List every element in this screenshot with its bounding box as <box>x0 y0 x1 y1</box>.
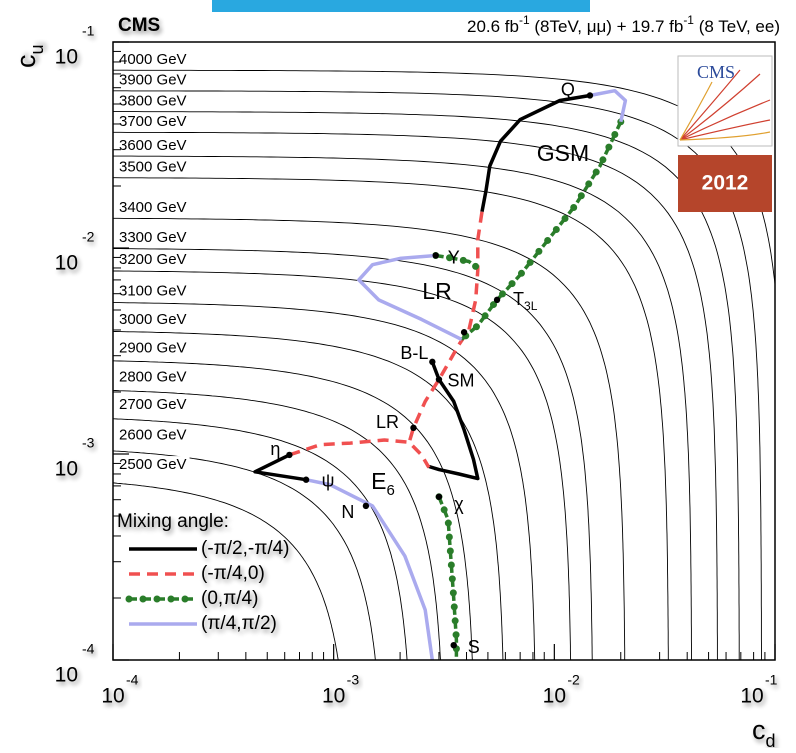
contour-label: 3700 GeV <box>119 113 187 130</box>
x-tick-label: 10 <box>322 685 345 708</box>
lumi-part: (8 TeV, ee) <box>694 17 780 36</box>
contour-label: 2600 GeV <box>119 426 187 443</box>
x-tick-exponent: -4 <box>126 672 139 688</box>
contour-label: 2700 GeV <box>119 396 187 413</box>
model-label: χ <box>454 494 464 514</box>
y-axis-title-main: c <box>11 55 41 69</box>
annotation: GSM <box>537 140 589 166</box>
x-tick-label: 10 <box>543 685 566 708</box>
y-tick-label: 10 <box>55 458 78 481</box>
model-label-main: N <box>341 502 354 522</box>
contour-labels: 4000 GeV 3900 GeV 3800 GeV 3700 GeV 3600 GeV… <box>116 51 190 474</box>
model-label: N <box>341 502 354 522</box>
model-point <box>429 359 435 365</box>
y-tick-label: 10 <box>55 252 78 275</box>
model-point <box>461 329 467 335</box>
chart: 4000 GeV 3900 GeV 3800 GeV 3700 GeV 3600 GeV… <box>0 0 796 748</box>
contour-label: 3500 GeV <box>119 158 187 175</box>
model-point <box>363 503 369 509</box>
contour-label: 4000 GeV <box>119 51 187 68</box>
contour-label: 2500 GeV <box>119 456 187 473</box>
legend-label: (-π/2,-π/4) <box>201 538 290 559</box>
lumi-part: (8TeV, μμ) + 19.7 fb <box>530 17 684 36</box>
model-label-main: Q <box>561 79 575 99</box>
y-tick-exponent: -3 <box>82 435 95 451</box>
model-point <box>436 494 442 500</box>
x-axis-title-main: c <box>752 715 766 745</box>
model-label: LR <box>376 412 399 432</box>
model-label-sub: 3L <box>524 299 538 313</box>
lumi-exponent: -1 <box>683 13 694 27</box>
annotation-sub: 6 <box>387 482 395 499</box>
contour-label: 3600 GeV <box>119 137 187 154</box>
model-label: Q <box>561 79 575 99</box>
model-label-main: SM <box>447 370 474 390</box>
model-point <box>433 252 439 258</box>
lumi-part: 20.6 fb <box>467 17 519 36</box>
top-bar <box>212 0 590 12</box>
logo-text: CMS <box>697 62 735 82</box>
lumi-exponent: -1 <box>519 13 530 27</box>
x-tick-exponent: -2 <box>567 672 580 688</box>
model-label-main: T <box>513 289 524 309</box>
contour-label: 3900 GeV <box>119 72 187 89</box>
model-point <box>410 425 416 431</box>
model-label-main: χ <box>454 494 464 514</box>
model-label-main: LR <box>376 412 399 432</box>
page: 4000 GeV 3900 GeV 3800 GeV 3700 GeV 3600 GeV… <box>0 0 796 748</box>
annotation-main: LR <box>422 278 451 304</box>
model-label-main: Y <box>448 247 460 267</box>
model-label: η <box>270 439 280 459</box>
model-label-main: ψ <box>322 470 335 490</box>
x-tick-label: 10 <box>740 685 763 708</box>
model-label: S <box>468 637 480 657</box>
model-label-main: S <box>468 637 480 657</box>
year-label: 2012 <box>702 172 749 195</box>
y-tick-label: 10 <box>55 664 78 687</box>
legend-title: Mixing angle: <box>117 511 229 532</box>
model-label-main: B-L <box>400 343 428 363</box>
x-tick-exponent: -1 <box>765 672 778 688</box>
legend-label: (0,π/4) <box>201 588 258 609</box>
contour-label: 3100 GeV <box>119 282 187 299</box>
annotation-main: GSM <box>537 140 589 166</box>
contour-label: 3000 GeV <box>119 311 187 328</box>
model-label: B-L <box>400 343 428 363</box>
contour-label: 3200 GeV <box>119 251 187 268</box>
model-label: ψ <box>322 470 335 490</box>
contour-label: 3800 GeV <box>119 92 187 109</box>
model-label-main: η <box>270 439 280 459</box>
x-tick-exponent: -3 <box>347 672 360 688</box>
contour-label: 2800 GeV <box>119 369 187 386</box>
x-axis-title: cd <box>752 715 776 748</box>
y-tick-exponent: -2 <box>82 229 95 245</box>
y-axis-title: cu <box>11 44 47 68</box>
annotation: LR <box>422 278 451 304</box>
model-point <box>303 477 309 483</box>
y-tick-exponent: -1 <box>82 23 95 39</box>
x-axis-title-sub: d <box>766 731 776 748</box>
y-tick-exponent: -4 <box>82 641 95 657</box>
annotation-main: E <box>371 468 386 494</box>
model-point <box>494 297 500 303</box>
logo: CMS 2012 <box>678 56 772 212</box>
model-point <box>286 452 292 458</box>
y-tick-label: 10 <box>55 46 78 69</box>
contour-label: 3400 GeV <box>119 199 187 216</box>
legend-label: (-π/4,0) <box>201 563 265 584</box>
model-label: SM <box>447 370 474 390</box>
model-point <box>436 376 442 382</box>
model-point <box>587 92 593 98</box>
y-axis-title-sub: u <box>27 44 47 54</box>
legend-label: (π/4,π/2) <box>201 613 277 634</box>
model-label: Y <box>448 247 460 267</box>
lumi-label: 20.6 fb-1 (8TeV, μμ) + 19.7 fb-1 (8 TeV,… <box>467 13 780 36</box>
contour-label: 3300 GeV <box>119 229 187 246</box>
model-point <box>451 642 457 648</box>
contour-label: 2900 GeV <box>119 340 187 357</box>
experiment-label: CMS <box>118 15 160 36</box>
x-tick-label: 10 <box>101 685 124 708</box>
